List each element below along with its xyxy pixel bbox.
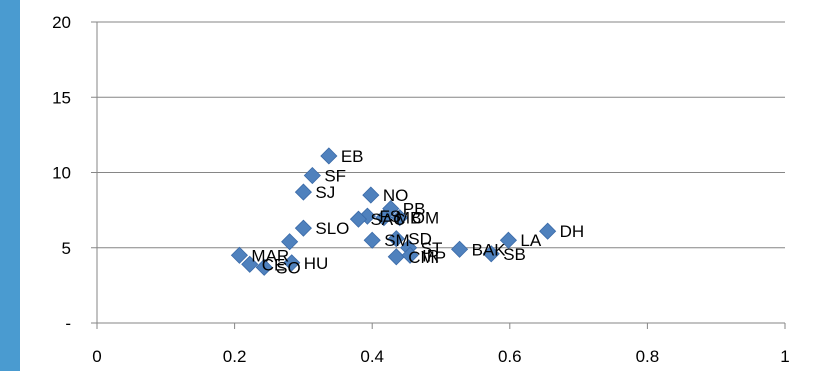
y-tick-label: 15 (52, 88, 71, 107)
data-point-marker (363, 231, 381, 249)
data-point-label: FS (379, 207, 401, 226)
data-point-label: SD (408, 230, 432, 249)
data-point-label: BAK (472, 240, 507, 259)
data-point-label: LA (520, 231, 541, 250)
data-point-marker (362, 186, 380, 204)
data-point-marker (482, 245, 500, 263)
data-point-marker (281, 233, 299, 251)
x-tick-label: 0.4 (360, 347, 384, 366)
data-point-marker (320, 147, 338, 165)
data-point-label: SO (276, 258, 301, 277)
data-point-marker (230, 246, 248, 264)
y-tick-label: - (65, 314, 71, 333)
data-point-marker (255, 258, 273, 276)
data-point-marker (387, 248, 405, 266)
data-point-label: SAC (370, 210, 405, 229)
data-point-marker (303, 166, 321, 185)
data-point-label: ST (421, 239, 443, 258)
x-tick-label: 0.2 (223, 347, 247, 366)
x-tick-label: 0 (92, 347, 101, 366)
data-point-label: IR (422, 246, 439, 265)
data-point-label: NO (383, 186, 409, 205)
data-point-marker (294, 219, 312, 237)
data-point-label: OM (412, 209, 439, 228)
y-tick-label: 10 (52, 164, 71, 183)
data-point-marker (241, 255, 259, 273)
grid-layer (97, 21, 785, 249)
data-point-label: CE (262, 255, 286, 274)
data-point-marker (391, 209, 409, 227)
data-point-label: SF (324, 167, 346, 186)
data-point-label: MAR (251, 246, 289, 265)
y-tick-label: 5 (62, 239, 71, 258)
data-point-marker (499, 231, 517, 249)
y-tick-label: 20 (52, 13, 71, 32)
data-point-label: CMP (408, 248, 446, 267)
data-point-label: HU (304, 254, 329, 273)
data-point-label: SJ (315, 183, 335, 202)
data-point-label: SM (384, 231, 410, 250)
data-point-label: PB (403, 200, 426, 219)
data-point-label: SLO (315, 219, 349, 238)
axis-layer: - 5 10 15 20 0 0.2 0.4 0.6 0.8 1 (52, 13, 790, 366)
data-point-marker (387, 230, 405, 248)
data-point-marker (349, 210, 368, 228)
data-point-marker (283, 254, 301, 272)
left-accent-strip (0, 0, 20, 371)
x-tick-label: 1 (780, 347, 789, 366)
x-tick-label: 0.8 (636, 347, 660, 366)
data-point-marker (539, 222, 557, 240)
data-point-marker (401, 246, 419, 264)
data-point-label: SB (503, 245, 526, 264)
x-tick-label: 0.6 (498, 347, 522, 366)
data-point-marker (451, 240, 469, 258)
data-point-label: MB (396, 209, 422, 228)
marker-layer (230, 147, 557, 276)
data-point-label: EB (341, 147, 364, 166)
data-point-label: DH (560, 222, 585, 241)
data-point-marker (294, 183, 312, 201)
data-point-marker (375, 209, 393, 227)
